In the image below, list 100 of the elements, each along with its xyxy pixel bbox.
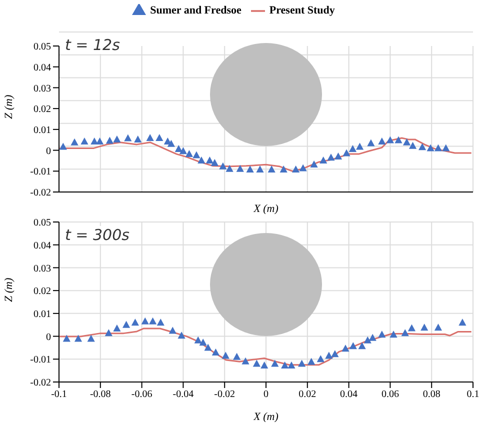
point [236, 164, 244, 172]
point [252, 360, 260, 367]
point [316, 355, 324, 362]
point [198, 156, 206, 164]
point [246, 165, 254, 172]
y-tick-label: 0.02 [34, 104, 51, 116]
y-tick-label: 0.02 [34, 286, 51, 298]
x-tick-label: 0.1 [466, 389, 479, 400]
x-tick-label: 0.06 [381, 389, 399, 400]
annotation: t = 300s [65, 226, 130, 244]
point [281, 362, 289, 369]
point [256, 165, 264, 172]
point [268, 165, 276, 172]
point [74, 334, 82, 342]
point [308, 358, 316, 365]
point [210, 159, 218, 166]
point [62, 334, 70, 342]
point [434, 324, 442, 331]
point [418, 143, 426, 150]
point [348, 145, 357, 152]
point [206, 156, 214, 164]
point [59, 142, 67, 150]
point [378, 138, 386, 145]
x-tick-label: 0.04 [340, 389, 358, 400]
point [174, 145, 182, 152]
x-axis-title: X (m) [252, 203, 279, 215]
x-tick-label: -0.06 [131, 389, 152, 400]
point [113, 324, 121, 332]
y-tick-label: -0.01 [30, 166, 51, 178]
point [367, 139, 375, 146]
x-tick-label: -0.08 [90, 389, 111, 400]
point [226, 164, 234, 172]
point [394, 136, 402, 144]
point [292, 165, 300, 172]
point [122, 320, 130, 328]
point [148, 317, 157, 324]
point [199, 338, 207, 346]
point [298, 360, 306, 367]
y-tick-label: -0.02 [30, 188, 51, 199]
point [401, 329, 409, 336]
point [167, 140, 175, 147]
point [310, 160, 318, 168]
point [70, 138, 78, 146]
x-tick-label: 0.02 [298, 389, 316, 400]
point [113, 135, 121, 142]
point [80, 138, 88, 145]
point [349, 342, 357, 350]
x-tick-label: 0.08 [422, 389, 440, 400]
point [420, 324, 428, 331]
point [178, 332, 186, 339]
point [364, 336, 372, 344]
y-tick-label: 0.04 [34, 240, 51, 252]
point [131, 318, 139, 326]
x-tick-label: -0.1 [51, 389, 67, 400]
point [390, 330, 398, 338]
point [260, 362, 268, 369]
point [204, 344, 212, 351]
point [434, 144, 442, 152]
y-axis-title: Z (m) [2, 278, 15, 302]
point [185, 150, 194, 158]
y-tick-label: 0.05 [34, 42, 51, 53]
point [342, 344, 350, 352]
point [368, 334, 376, 341]
point [442, 144, 450, 152]
x-tick-label: 0 [264, 389, 268, 400]
point [378, 330, 386, 338]
point [271, 360, 279, 367]
point [156, 134, 164, 141]
annotation: t = 12s [65, 36, 120, 54]
x-tick-label: -0.04 [172, 389, 194, 400]
y-tick-label: 0.04 [34, 62, 51, 74]
y-tick-label: 0.01 [34, 124, 51, 136]
point [222, 352, 230, 359]
y-tick-label: 0 [46, 332, 51, 343]
point [192, 151, 200, 158]
point [426, 144, 434, 152]
point [124, 134, 132, 142]
x-axis-title: X (m) [252, 411, 279, 423]
point [325, 352, 333, 359]
legend-label: Sumer and Fredsoe [150, 4, 242, 17]
point [104, 329, 112, 336]
point [141, 317, 149, 324]
point [408, 142, 417, 149]
point [87, 334, 95, 342]
point [408, 324, 416, 332]
x-tick-label: -0.02 [214, 389, 236, 400]
point [331, 350, 339, 358]
point [386, 136, 394, 144]
point [402, 138, 411, 146]
point [358, 342, 366, 350]
point [334, 152, 342, 160]
y-tick-label: -0.02 [30, 378, 51, 389]
point [212, 348, 220, 356]
point [219, 162, 227, 170]
y-tick-label: 0.03 [34, 83, 51, 94]
point [327, 154, 335, 161]
line-series [59, 137, 472, 172]
point [156, 318, 164, 326]
point [233, 352, 241, 360]
point [194, 336, 202, 344]
